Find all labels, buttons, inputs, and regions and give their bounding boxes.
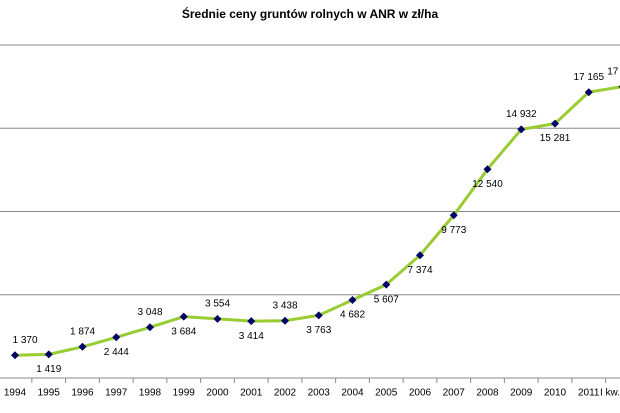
x-tick-label: 2010	[544, 388, 567, 399]
data-point	[348, 296, 357, 305]
x-tick-label: 1998	[139, 388, 162, 399]
x-tick-label: 2003	[308, 388, 331, 399]
data-point	[247, 317, 256, 326]
x-tick-label: 1994	[4, 388, 27, 399]
chart-title: Średnie ceny gruntów rolnych w ANR w zł/…	[182, 6, 439, 21]
data-label: 9 773	[441, 225, 466, 236]
x-tick-label: 2002	[274, 388, 297, 399]
data-label: 17 165	[573, 72, 604, 83]
x-tick-label: 2004	[341, 388, 364, 399]
data-point	[146, 323, 154, 332]
data-point	[281, 316, 289, 325]
data-point	[179, 312, 188, 321]
x-tick-label: 1997	[105, 388, 128, 399]
data-point	[112, 333, 121, 342]
data-label: 14 932	[506, 109, 537, 120]
data-point	[416, 251, 424, 260]
x-tick-label: 2007	[443, 388, 466, 399]
data-point	[44, 350, 53, 359]
data-label: 3 554	[205, 298, 230, 309]
x-tick-label: 2006	[409, 388, 432, 399]
data-label: 3 438	[272, 300, 297, 311]
data-label: 1 370	[12, 335, 37, 346]
data-label: 3 763	[306, 325, 331, 336]
data-point	[449, 211, 458, 220]
data-label: 15 281	[540, 133, 571, 144]
data-label: 1 874	[70, 326, 95, 337]
data-point	[11, 351, 19, 360]
data-point	[517, 125, 526, 134]
data-point	[584, 88, 593, 97]
data-label: 2 444	[104, 347, 129, 358]
x-tick-label: 1999	[173, 388, 196, 399]
x-tick-label: 2009	[510, 388, 533, 399]
data-label: 5 607	[374, 294, 399, 305]
data-label: 17 500	[607, 66, 620, 77]
data-label: 7 374	[407, 265, 432, 276]
data-label: 12 540	[472, 179, 503, 190]
x-tick-label: 2001	[240, 388, 263, 399]
data-label: 3 684	[171, 326, 196, 337]
data-label: 1 419	[36, 364, 61, 375]
x-tick-label: 2005	[375, 388, 398, 399]
x-tick-label: 2008	[476, 388, 499, 399]
data-point	[78, 342, 87, 351]
data-point	[483, 165, 492, 174]
x-tick-label: 2011	[578, 388, 600, 399]
data-label: 3 048	[137, 307, 162, 318]
data-point	[382, 280, 391, 289]
x-tick-label: 2000	[206, 388, 229, 399]
data-point	[213, 314, 222, 323]
data-point	[314, 311, 323, 320]
data-label: 3 414	[239, 331, 264, 342]
data-point	[551, 119, 559, 128]
x-tick-label: I kw. 2012	[600, 388, 620, 399]
data-label: 4 682	[340, 310, 365, 321]
x-tick-label: 1996	[71, 388, 94, 399]
x-tick-label: 1995	[38, 388, 61, 399]
